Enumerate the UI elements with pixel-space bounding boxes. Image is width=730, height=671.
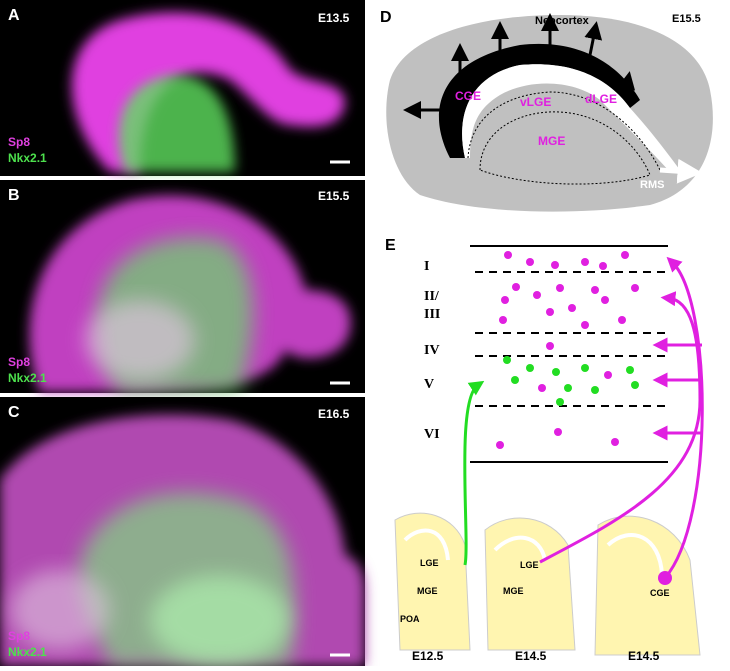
stage-label: E16.5 — [318, 407, 350, 421]
cell-dot — [556, 398, 564, 406]
cell-dot — [501, 296, 509, 304]
panel-letter: B — [8, 187, 20, 204]
cell-dot — [546, 342, 554, 350]
region-label: MGE — [538, 134, 565, 148]
panel-letter: E — [385, 237, 396, 254]
region-label: RMS — [640, 179, 664, 191]
panel-a: A E13.5 Sp8 Nkx2.1 — [0, 0, 365, 176]
section-stage: E14.5 — [628, 649, 660, 663]
cell-dot — [511, 376, 519, 384]
section-stage: E12.5 — [412, 649, 444, 663]
cell-dot — [554, 428, 562, 436]
stage-label: E15.5 — [672, 13, 701, 25]
cell-dot — [499, 316, 507, 324]
cell-dot — [621, 251, 629, 259]
cell-dot — [581, 364, 589, 372]
cell-dot — [552, 368, 560, 376]
panel-letter: D — [380, 9, 392, 26]
cell-dot — [538, 384, 546, 392]
cell-dot — [512, 283, 520, 291]
cell-dot — [601, 296, 609, 304]
cell-dot — [546, 308, 554, 316]
cell-dot — [581, 258, 589, 266]
marker-label: Sp8 — [8, 355, 30, 369]
region-label: Neocortex — [535, 15, 590, 27]
region-label: dLGE — [585, 92, 617, 106]
layer-label: VI — [424, 427, 440, 442]
cell-dot — [618, 316, 626, 324]
cell-dot — [599, 262, 607, 270]
cell-dot — [564, 384, 572, 392]
section-label: MGE — [417, 586, 438, 596]
stage-label: E13.5 — [318, 11, 350, 25]
panel-letter: C — [8, 404, 20, 421]
layer-label: V — [424, 377, 434, 392]
cell-dot — [604, 371, 612, 379]
section-label: MGE — [503, 586, 524, 596]
cell-dot — [631, 284, 639, 292]
layer-label: II/ — [424, 289, 440, 304]
cell-dot — [591, 386, 599, 394]
cell-dot — [611, 438, 619, 446]
marker-label: Sp8 — [8, 135, 30, 149]
cell-dot — [568, 304, 576, 312]
marker-label: Nkx2.1 — [8, 151, 47, 165]
cell-dot — [631, 381, 639, 389]
stage-label: E15.5 — [318, 189, 350, 203]
layer-label: IV — [424, 343, 440, 358]
cell-dot — [503, 356, 511, 364]
region-label: vLGE — [520, 95, 551, 109]
region-label: OB — [700, 167, 717, 179]
cell-dot — [591, 286, 599, 294]
section-stage: E14.5 — [515, 649, 547, 663]
cell-dot — [581, 321, 589, 329]
section-label: POA — [400, 614, 420, 624]
panel-e: E I II/ III IV V VI LGE MGE POA LGE MGE … — [385, 237, 704, 663]
section-label: LGE — [420, 558, 439, 568]
layer-label: I — [424, 259, 429, 274]
marker-label: Nkx2.1 — [8, 645, 47, 659]
layer-label: III — [424, 307, 440, 322]
panel-b: B E15.5 Sp8 Nkx2.1 — [0, 180, 365, 393]
cell-dot — [504, 251, 512, 259]
panel-d: D E15.5 Neocortex CGE vLGE dLGE MGE RMS … — [380, 9, 717, 212]
cell-dot — [556, 284, 564, 292]
cell-dot — [496, 441, 504, 449]
cell-dot — [533, 291, 541, 299]
region-label: CGE — [455, 89, 481, 103]
section-label: CGE — [650, 588, 670, 598]
cell-dot — [551, 261, 559, 269]
section-label: LGE — [520, 560, 539, 570]
cell-dot — [526, 258, 534, 266]
marker-label: Nkx2.1 — [8, 371, 47, 385]
panel-letter: A — [8, 7, 20, 24]
panel-c: C E16.5 Sp8 Nkx2.1 — [0, 397, 365, 666]
cell-dot — [526, 364, 534, 372]
cell-dot — [626, 366, 634, 374]
marker-label: Sp8 — [8, 629, 30, 643]
